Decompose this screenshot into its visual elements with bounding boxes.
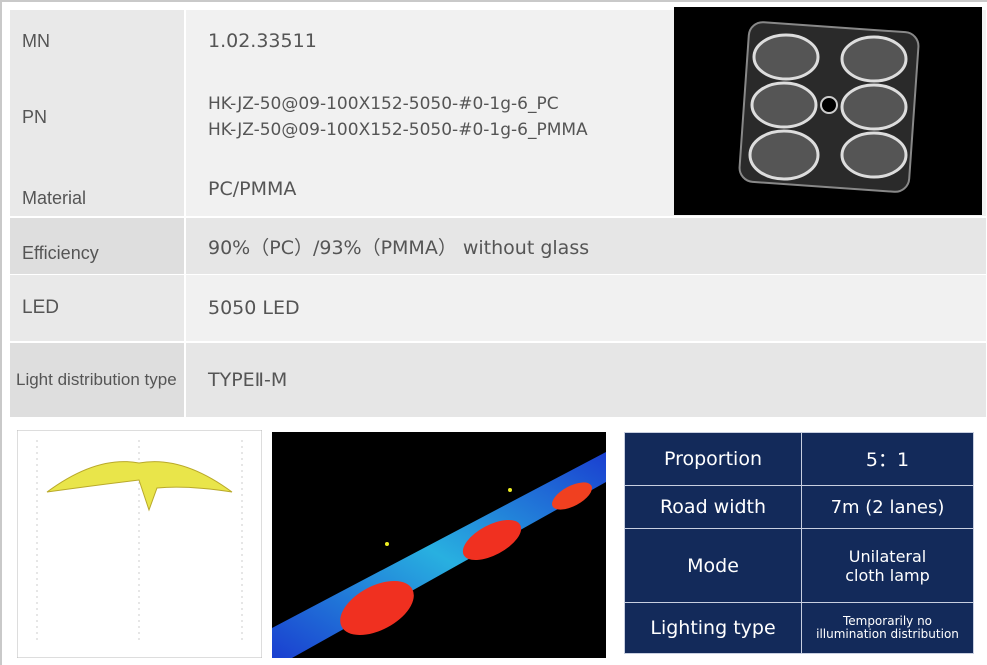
text: 90%（PC）/93%（PMMA） without glass	[208, 236, 590, 259]
lens-photo	[674, 7, 982, 215]
value: PC/PMMA	[184, 162, 986, 216]
value: HK-JZ-50@09-100X152-5050-#0-1g-6_PC HK-J…	[184, 72, 986, 162]
value: 1.02.33511	[184, 10, 986, 72]
value: Unilateral cloth lamp	[801, 528, 974, 603]
value: 90%（PC）/93%（PMMA） without glass	[184, 218, 986, 274]
label: Material	[10, 162, 184, 216]
table-row: Mode Unilateral cloth lamp	[624, 528, 974, 603]
value: TYPEⅡ-M	[184, 343, 986, 417]
table-row: Lighting type Temporarily no illumination…	[624, 601, 974, 655]
value: 7m (2 lanes)	[801, 484, 974, 530]
key: Lighting type	[624, 601, 802, 655]
spec-row: Efficiency 90%（PC）/93%（PMMA） without gla…	[10, 218, 986, 274]
text: 1.02.33511	[208, 30, 317, 52]
value: Temporarily no illumination distribution	[801, 601, 974, 655]
spec-row: LED 5050 LED	[10, 275, 986, 341]
label: Light distribution type	[10, 343, 184, 417]
key: Proportion	[624, 432, 802, 486]
label: LED	[10, 275, 184, 341]
label: PN	[10, 72, 184, 162]
label: MN	[10, 10, 184, 72]
text: HK-JZ-50@09-100X152-5050-#0-1g-6_PC	[208, 94, 559, 114]
lighting-table: Proportion 5：1 Road width 7m (2 lanes) Mod…	[624, 432, 974, 655]
text: PC/PMMA	[208, 178, 297, 200]
table-row: Proportion 5：1	[624, 432, 974, 486]
label: Efficiency	[10, 218, 184, 274]
value: 5050 LED	[184, 275, 986, 341]
text: HK-JZ-50@09-100X152-5050-#0-1g-6_PMMA	[208, 120, 588, 140]
text: TYPEⅡ-M	[208, 369, 288, 391]
key: Road width	[624, 484, 802, 530]
illuminance-map	[272, 432, 606, 658]
spec-row: Light distribution type TYPEⅡ-M	[10, 343, 986, 417]
value: 5：1	[801, 432, 974, 486]
table-row: Road width 7m (2 lanes)	[624, 484, 974, 530]
key: Mode	[624, 528, 802, 603]
text: 5050 LED	[208, 297, 300, 319]
distribution-chart	[17, 430, 262, 658]
